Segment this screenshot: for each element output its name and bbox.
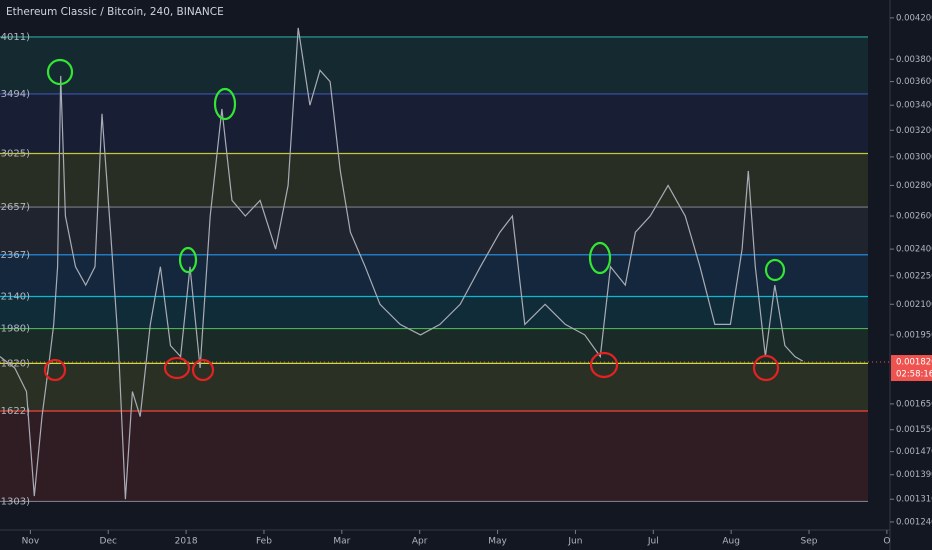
level-band <box>0 93 868 154</box>
level-band <box>0 363 868 411</box>
last-price-box <box>891 355 932 382</box>
x-tick-label: Dec <box>100 537 117 547</box>
fib-level-label: (0.002140) <box>0 291 30 302</box>
countdown-label: 02:58:16 <box>896 370 932 380</box>
level-band <box>0 254 868 297</box>
annotation-circle <box>46 58 74 86</box>
x-tick-label: Aug <box>722 537 740 547</box>
fib-level-label: (0.001622) <box>0 406 30 417</box>
last-price-label: 0.001826 <box>896 358 932 368</box>
x-tick-label: 2018 <box>175 537 198 547</box>
x-tick-label: Nov <box>22 537 40 547</box>
x-tick-label: Feb <box>256 537 272 547</box>
level-band <box>0 410 868 502</box>
fib-level-label: (0.002657) <box>0 202 30 213</box>
fib-level-label: (0.002367) <box>0 250 30 261</box>
fib-level-label: (0.004011) <box>0 32 30 43</box>
level-band <box>0 328 868 364</box>
level-band <box>0 207 868 255</box>
x-tick-label: Mar <box>333 537 350 547</box>
annotation-circle <box>191 358 215 382</box>
price-line <box>0 27 804 500</box>
x-tick-label: Jul <box>647 537 659 547</box>
annotation-circle <box>213 87 237 121</box>
x-tick-label: Apr <box>412 537 428 547</box>
x-tick-label: Sep <box>801 537 818 547</box>
annotations <box>43 58 786 382</box>
annotation-circle <box>588 241 612 275</box>
fib-level-label: (0.003025) <box>0 148 30 159</box>
level-band <box>0 36 868 94</box>
annotation-circle <box>43 358 67 382</box>
annotation-circle <box>163 356 191 380</box>
annotation-circle <box>764 258 786 282</box>
x-tick-label: Jun <box>567 537 582 547</box>
level-band <box>0 153 868 208</box>
fib-level-label: (0.001303) <box>0 496 30 507</box>
time-axis-bg <box>0 530 890 550</box>
annotation-circle <box>752 354 780 382</box>
annotation-circle <box>589 351 619 379</box>
x-tick-label: O <box>883 537 890 547</box>
price-axis-bg <box>890 0 932 550</box>
annotation-circle <box>178 246 198 274</box>
chart-title: Ethereum Classic / Bitcoin, 240, BINANCE <box>6 6 224 18</box>
x-tick-label: May <box>488 537 507 547</box>
level-band <box>0 296 868 329</box>
fib-level-label: (0.001980) <box>0 324 30 335</box>
y-tick-label: 0.001240 <box>896 517 932 527</box>
fib-level-label: (0.003494) <box>0 89 30 100</box>
